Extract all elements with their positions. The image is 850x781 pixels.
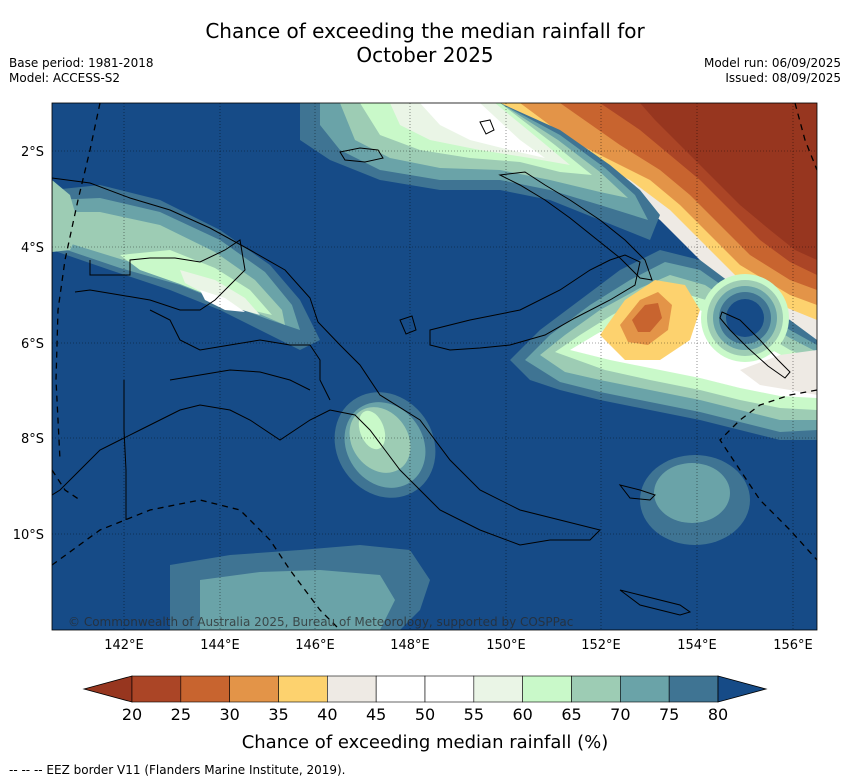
graticule: [52, 103, 817, 630]
colorbar-tick-label: 65: [561, 705, 581, 724]
louisiade: [619, 589, 692, 616]
colorbar-cell: [278, 675, 328, 703]
colorbar-tick-label: 35: [268, 705, 288, 724]
map-frame: [51, 102, 818, 631]
map-area: © Commonwealth of Australia 2025, Bureau…: [52, 103, 817, 630]
eez-legend: -- -- -- EEZ border V11 (Flanders Marine…: [9, 763, 346, 777]
new-ireland: [498, 171, 653, 281]
lon-label-142: 142°E: [104, 638, 144, 653]
lon-label-156: 156°E: [773, 638, 813, 653]
model-run: Model run: 06/09/2025: [703, 56, 841, 70]
colorbar-ticks: 20 25 30 35 40 45 50 55 60 65 70 75 80: [122, 705, 728, 724]
colorbar-tick-label: 55: [464, 705, 484, 724]
meta-right: Model run: 06/09/2025 Issued: 08/09/2025: [704, 56, 841, 86]
lon-label-150: 150°E: [486, 638, 526, 653]
colorbar-tick-label: 75: [659, 705, 679, 724]
colorbar-tick-label: 20: [122, 705, 142, 724]
lat-label-2s: 2°S: [21, 145, 44, 160]
issued-date: Issued: 08/09/2025: [725, 71, 841, 85]
colorbar-tick-label: 25: [171, 705, 191, 724]
province-line-1: [74, 239, 246, 311]
colorbar-cell: [668, 675, 719, 703]
border-pg-indonesia: [123, 380, 127, 520]
longitude-labels: 142°E 144°E 146°E 148°E 150°E 152°E 154°…: [104, 638, 813, 653]
colorbar-cells: [131, 675, 719, 703]
lon-label-154: 154°E: [677, 638, 717, 653]
colorbar-tick-label: 60: [512, 705, 532, 724]
colorbar-cell: [131, 675, 182, 703]
colorbar-cell: [229, 675, 279, 703]
colorbar-cell: [522, 675, 572, 703]
colorbar: 20 25 30 35 40 45 50 55 60 65 70 75 80 Chance of exc…: [82, 675, 768, 753]
anomaly-coral-sea: [170, 545, 430, 630]
colorbar-tick-label: 70: [610, 705, 630, 724]
colorbar-tick-label: 50: [415, 705, 435, 724]
title-line-2: October 2025: [356, 43, 494, 67]
anomaly-central-ranges: [334, 392, 436, 498]
colorbar-cell: [571, 675, 621, 703]
colorbar-tick-label: 40: [317, 705, 337, 724]
colorbar-label: Chance of exceeding median rainfall (%): [242, 732, 609, 753]
lat-label-6s: 6°S: [21, 337, 44, 352]
map-title: Chance of exceeding the median rainfall …: [0, 19, 850, 67]
lon-label-148: 148°E: [390, 638, 430, 653]
model-name: Model: ACCESS-S2: [9, 71, 121, 85]
lat-label-8s: 8°S: [21, 432, 44, 447]
colorbar-cell: [620, 675, 670, 703]
lon-label-144: 144°E: [200, 638, 240, 653]
new-britain: [429, 254, 641, 351]
colorbar-cell: [375, 675, 426, 703]
colorbar-cell: [327, 675, 377, 703]
small-island-2: [399, 315, 417, 335]
colorbar-tick-label: 80: [708, 705, 728, 724]
coastlines: [52, 119, 791, 616]
province-line-2: [149, 309, 331, 401]
colorbar-low-arrow: [82, 675, 133, 703]
eez-borders: [52, 103, 817, 630]
colorbar-cell: [424, 675, 475, 703]
province-line-3: [169, 369, 311, 391]
base-period: Base period: 1981-2018: [9, 56, 154, 70]
colorbar-tick-label: 30: [219, 705, 239, 724]
manus-island: [339, 147, 384, 163]
bougainville: [719, 311, 791, 379]
copyright-text: © Commonwealth of Australia 2025, Bureau…: [68, 615, 573, 629]
lon-label-152: 152°E: [581, 638, 621, 653]
colorbar-high-arrow: [717, 675, 768, 703]
colorbar-tick-label: 45: [366, 705, 386, 724]
anomaly-bougainville: [701, 274, 789, 362]
lat-label-10s: 10°S: [13, 528, 44, 543]
trobriand: [618, 484, 656, 501]
colorbar-cell: [180, 675, 230, 703]
title-line-1: Chance of exceeding the median rainfall …: [205, 19, 645, 43]
colorbar-cell: [473, 675, 523, 703]
lat-label-4s: 4°S: [21, 241, 44, 256]
small-island-1: [479, 119, 495, 135]
latitude-labels: 2°S 4°S 6°S 8°S 10°S: [13, 145, 44, 543]
new-guinea-coast: [52, 177, 601, 546]
meta-left: Base period: 1981-2018 Model: ACCESS-S2: [9, 56, 154, 86]
lon-label-146: 146°E: [295, 638, 335, 653]
anomaly-solomon-sea: [640, 455, 750, 545]
anomaly-manus: [300, 103, 660, 240]
